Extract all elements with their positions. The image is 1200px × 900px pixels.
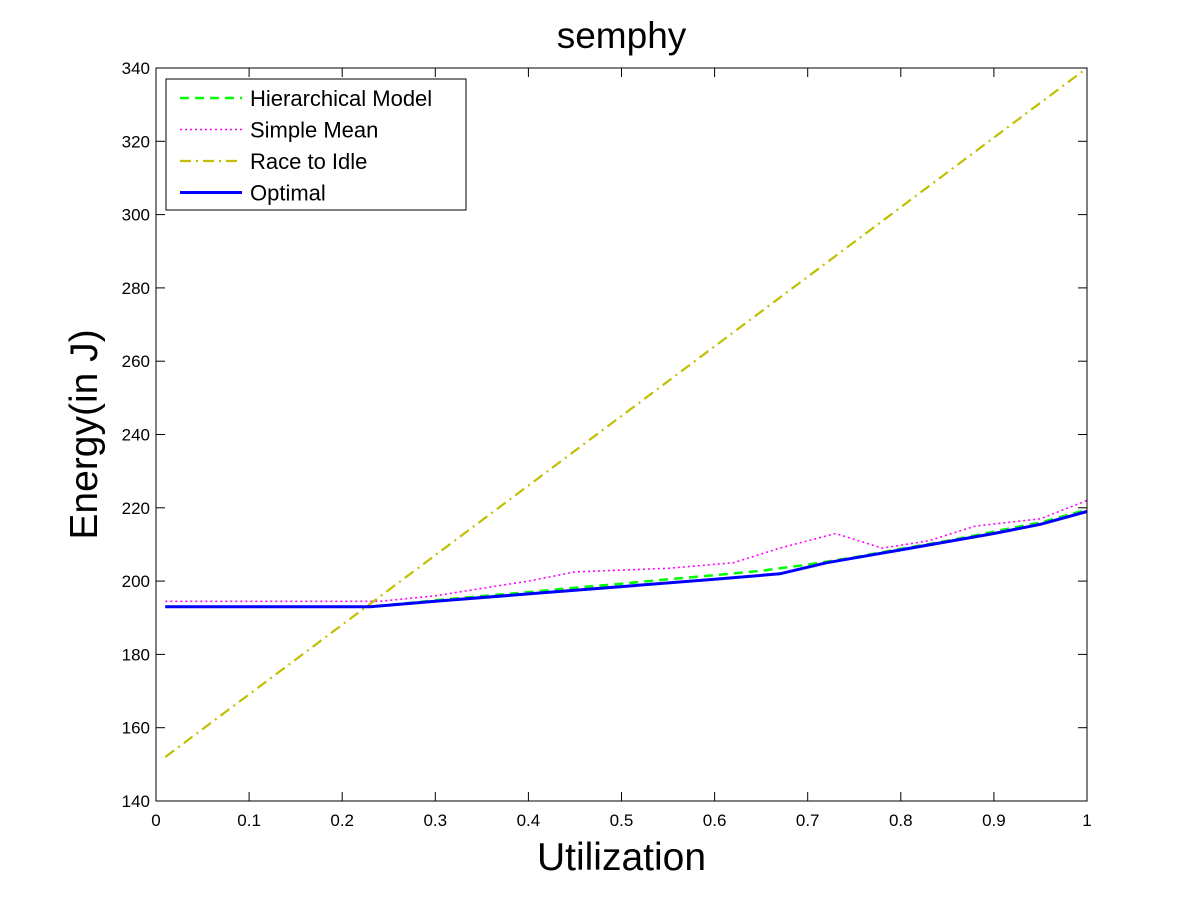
x-tick-label: 0.9 [982, 811, 1006, 830]
y-tick-label: 200 [122, 572, 150, 591]
legend-label: Race to Idle [250, 149, 367, 174]
legend-box [165, 78, 467, 211]
tick-layer: 0 0.1 0.2 0.3 0.4 0.5 0.6 0.7 0.8 0.9 1 140 160 180 20… [122, 59, 1092, 830]
y-axis-label: Energy(in J) [63, 329, 106, 539]
x-tick-label: 0.4 [517, 811, 541, 830]
y-tick-label: 340 [122, 59, 150, 78]
legend-label: Simple Mean [250, 118, 378, 143]
x-tick-label: 0 [151, 811, 160, 830]
x-axis-label: Utilization [537, 836, 706, 879]
legend-label: Optimal [250, 181, 326, 206]
x-tick-label: 0.8 [889, 811, 913, 830]
y-tick-label: 260 [122, 352, 150, 371]
plot-frame [155, 67, 1088, 802]
y-tick-label: 240 [122, 426, 150, 445]
x-tick-label: 0.5 [610, 811, 634, 830]
series-layer [164, 67, 1088, 758]
y-tick-label: 320 [122, 132, 150, 151]
x-tick-label: 0.7 [796, 811, 820, 830]
y-tick-label: 300 [122, 206, 150, 225]
y-tick-label: 220 [122, 499, 150, 518]
legend: Hierarchical Model Simple Mean Race to Idl… [165, 78, 467, 211]
legend-label: Hierarchical Model [250, 86, 432, 111]
x-tick-label: 0.1 [237, 811, 261, 830]
y-tick-label: 160 [122, 719, 150, 738]
x-tick-label: 1 [1082, 811, 1091, 830]
y-tick-label: 140 [122, 792, 150, 811]
x-tick-label: 0.3 [423, 811, 447, 830]
chart-title: semphy [557, 15, 687, 56]
y-tick-label: 180 [122, 645, 150, 664]
y-tick-label: 280 [122, 279, 150, 298]
series-line-race-to-idle [164, 67, 1088, 758]
series-line-optimal [165, 510, 1088, 609]
x-tick-label: 0.2 [330, 811, 354, 830]
x-tick-label: 0.6 [703, 811, 727, 830]
